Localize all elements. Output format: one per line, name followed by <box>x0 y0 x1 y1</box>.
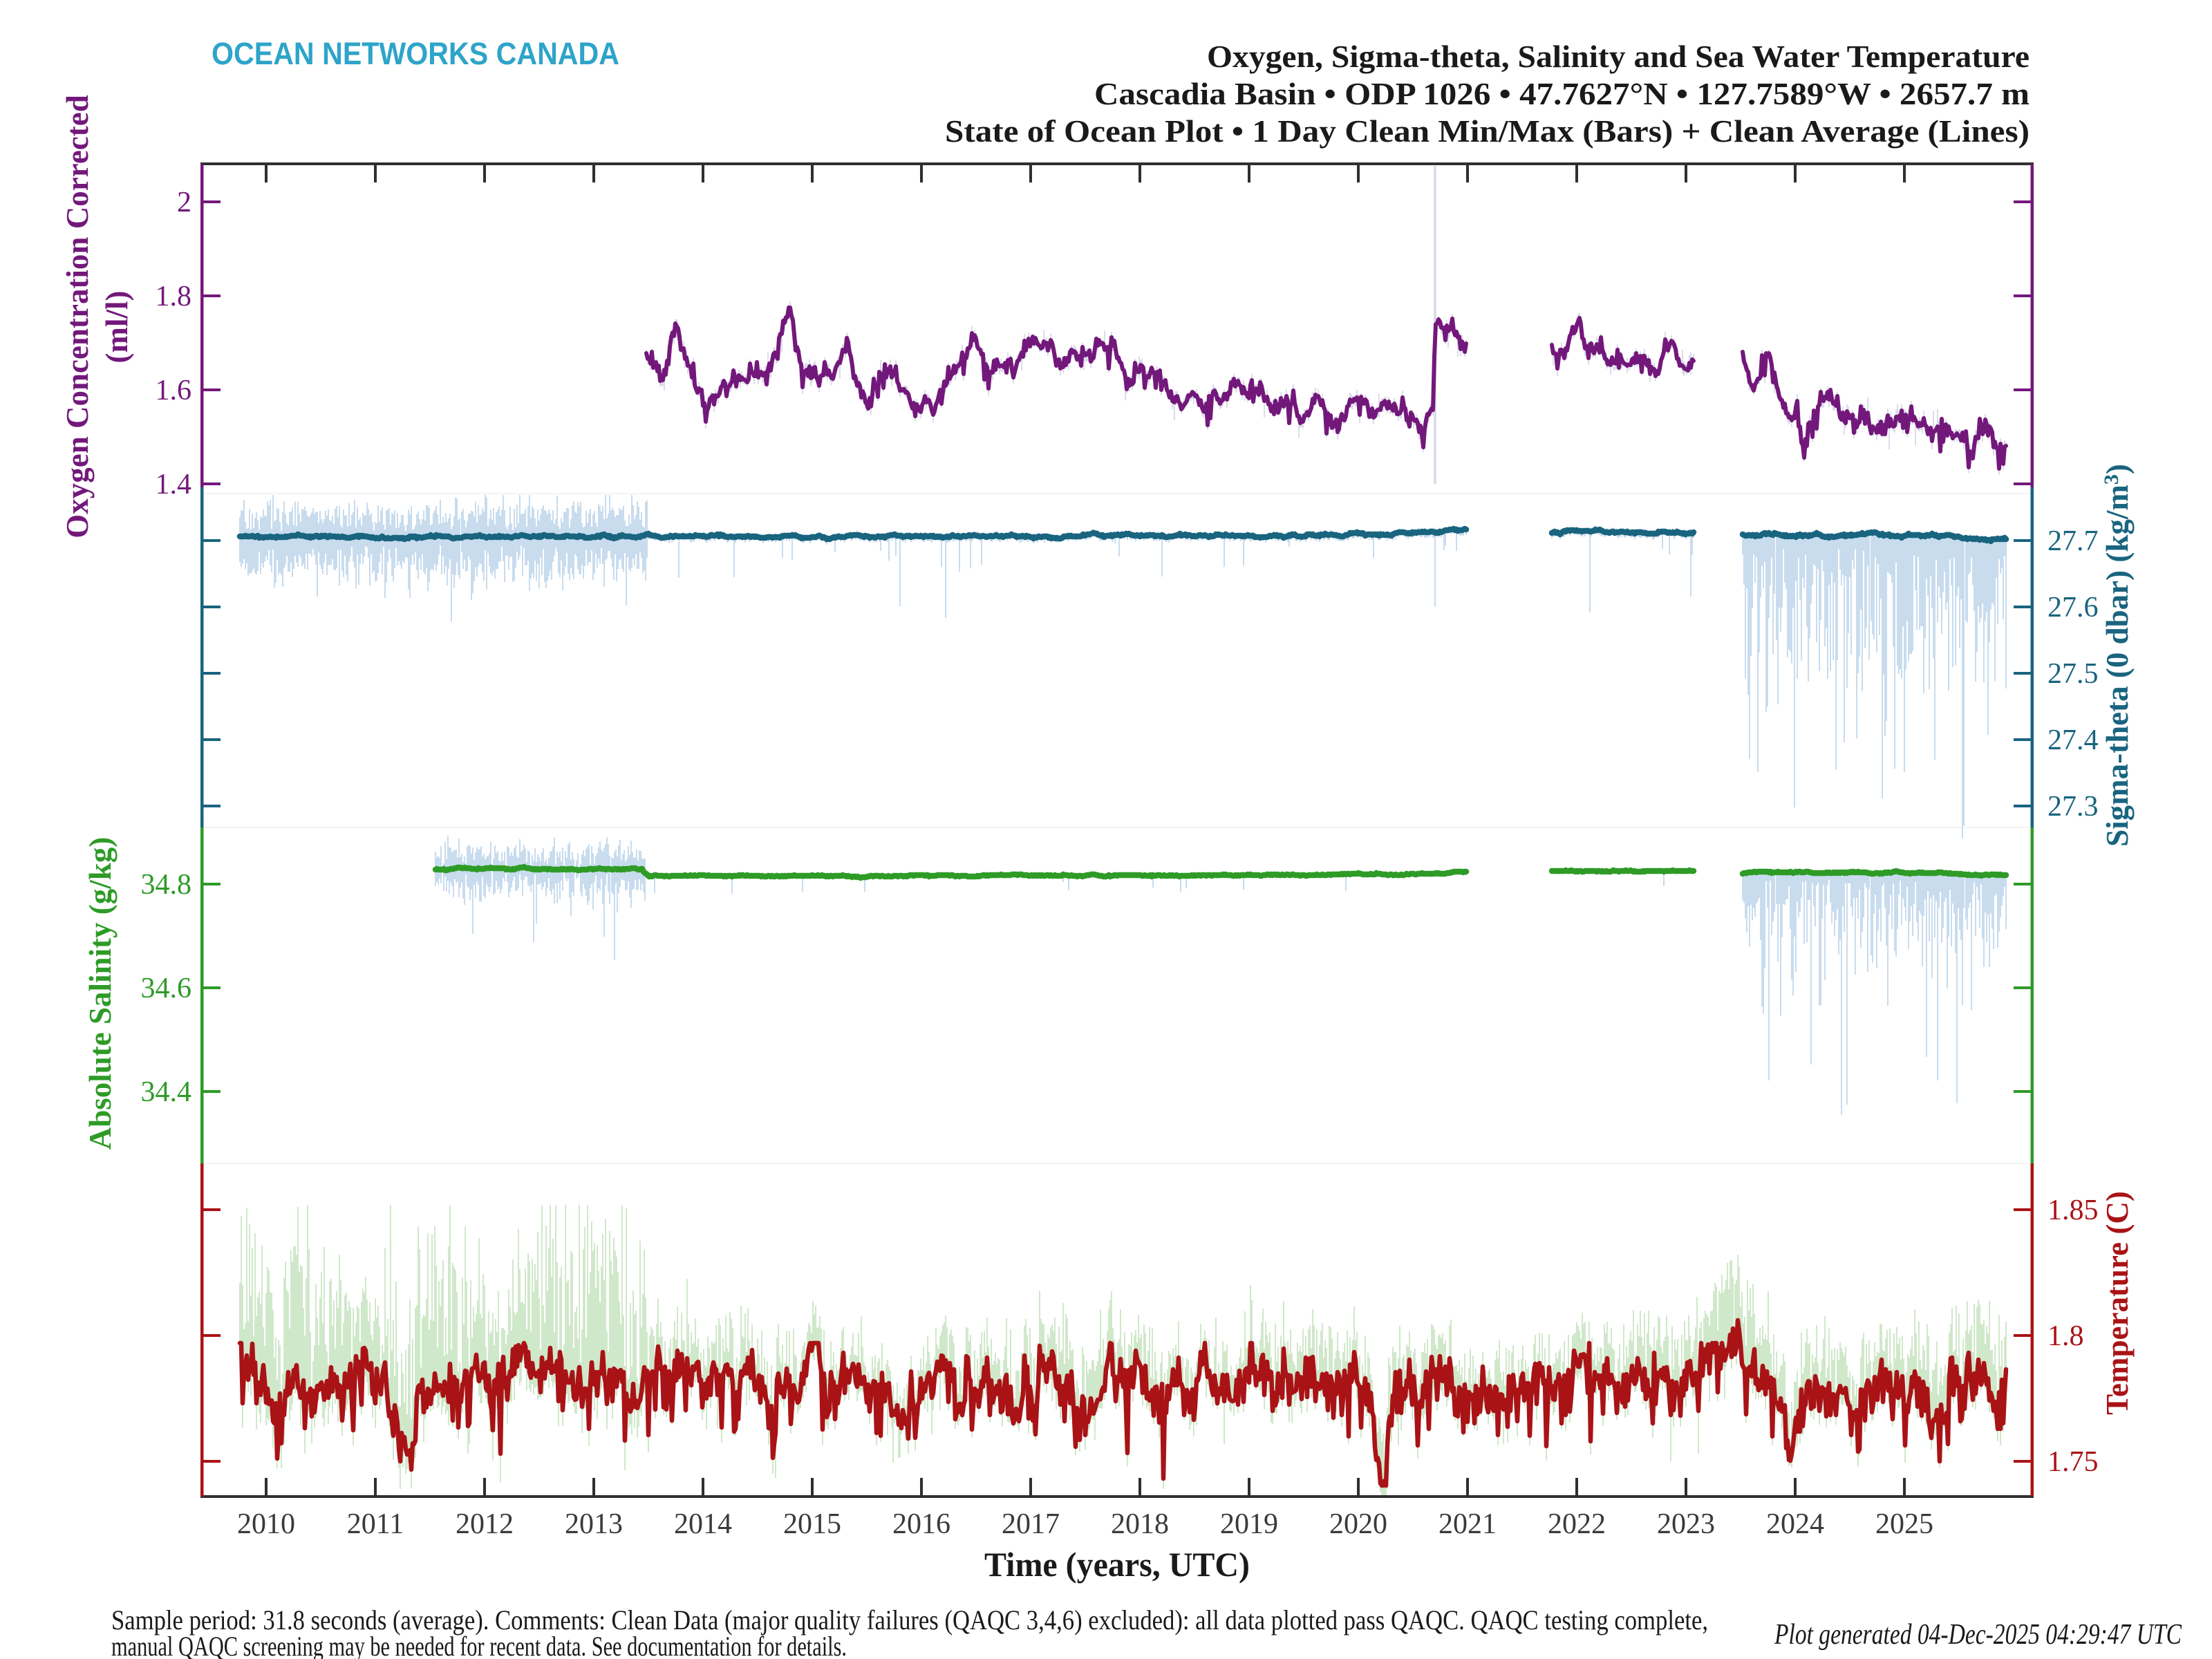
svg-text:Oxygen Concentration Corrected: Oxygen Concentration Corrected <box>60 95 95 538</box>
svg-text:Oxygen, Sigma-theta, Salinity: Oxygen, Sigma-theta, Salinity and Sea Wa… <box>1207 39 2030 74</box>
svg-text:2018: 2018 <box>1111 1508 1169 1540</box>
svg-text:2015: 2015 <box>783 1508 841 1540</box>
svg-text:Sample period: 31.8 seconds (a: Sample period: 31.8 seconds (average). C… <box>111 1604 1708 1635</box>
svg-text:1.85: 1.85 <box>2047 1194 2099 1226</box>
svg-text:Time (years, UTC): Time (years, UTC) <box>984 1545 1250 1584</box>
svg-text:Temperature (C): Temperature (C) <box>2100 1191 2135 1415</box>
svg-text:2024: 2024 <box>1766 1508 1824 1540</box>
svg-text:2021: 2021 <box>1438 1508 1497 1540</box>
svg-text:2020: 2020 <box>1329 1508 1387 1540</box>
svg-text:2014: 2014 <box>674 1508 732 1540</box>
svg-text:1.8: 1.8 <box>2047 1320 2084 1352</box>
svg-text:1.4: 1.4 <box>156 469 192 500</box>
svg-text:1.8: 1.8 <box>156 281 192 312</box>
svg-text:2017: 2017 <box>1002 1508 1060 1540</box>
svg-text:manual QAQC screening may be n: manual QAQC screening may be needed for … <box>111 1631 847 1659</box>
svg-text:2022: 2022 <box>1548 1508 1606 1540</box>
svg-text:Cascadia Basin • ODP 1026 • 47: Cascadia Basin • ODP 1026 • 47.7627°N • … <box>1094 76 2030 111</box>
svg-text:Sigma-theta (0 dbar) (kg/m3): Sigma-theta (0 dbar) (kg/m3) <box>2100 464 2135 847</box>
svg-text:1.75: 1.75 <box>2047 1446 2099 1478</box>
svg-text:27.4: 27.4 <box>2047 724 2099 756</box>
svg-text:2010: 2010 <box>237 1508 295 1540</box>
svg-text:27.5: 27.5 <box>2047 658 2099 690</box>
svg-text:2019: 2019 <box>1220 1508 1278 1540</box>
svg-text:27.6: 27.6 <box>2047 592 2099 624</box>
svg-text:Plot generated 04-Dec-2025 04:: Plot generated 04-Dec-2025 04:29:47 UTC <box>1774 1619 2182 1651</box>
svg-text:2023: 2023 <box>1657 1508 1715 1540</box>
svg-text:Absolute Salinity (g/kg): Absolute Salinity (g/kg) <box>83 837 118 1150</box>
svg-text:2013: 2013 <box>565 1508 623 1540</box>
svg-text:OCEAN NETWORKS CANADA: OCEAN NETWORKS CANADA <box>212 36 619 71</box>
svg-text:(ml/l): (ml/l) <box>100 291 134 364</box>
svg-text:1.6: 1.6 <box>156 375 192 406</box>
svg-text:2016: 2016 <box>892 1508 950 1540</box>
svg-text:34.6: 34.6 <box>141 973 192 1004</box>
svg-text:2012: 2012 <box>456 1508 514 1540</box>
svg-text:2: 2 <box>177 187 191 218</box>
svg-text:34.8: 34.8 <box>141 869 192 901</box>
svg-text:2011: 2011 <box>347 1508 404 1540</box>
svg-text:27.3: 27.3 <box>2047 791 2099 823</box>
svg-text:State of Ocean Plot • 1 Day Cl: State of Ocean Plot • 1 Day Clean Min/Ma… <box>945 113 2030 149</box>
svg-text:34.4: 34.4 <box>141 1076 192 1108</box>
svg-text:27.7: 27.7 <box>2047 525 2099 557</box>
svg-text:2025: 2025 <box>1875 1508 1933 1540</box>
